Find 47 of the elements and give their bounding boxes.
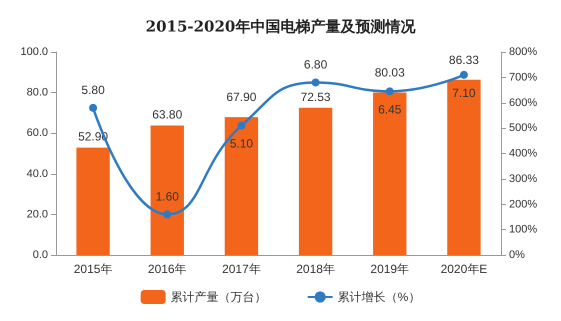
- y2-tick-label: 400%: [509, 148, 538, 160]
- y-tick-label: 80.0: [26, 86, 48, 99]
- y2-tick-label: 200%: [509, 198, 538, 210]
- data-label: 6.80: [304, 57, 328, 72]
- y-tick-label: 60.0: [26, 127, 48, 140]
- point: [312, 78, 320, 86]
- y-tick-label: 40.0: [26, 168, 48, 180]
- bar: [150, 125, 184, 255]
- data-label: 67.90: [226, 90, 257, 104]
- point: [386, 87, 394, 96]
- y2-tick-label: 500%: [509, 122, 538, 134]
- bar: [373, 92, 406, 255]
- data-label: 6.45: [378, 102, 402, 116]
- point: [89, 104, 98, 112]
- legend-label: 累计产量（万台）: [170, 290, 267, 304]
- bar: [76, 148, 110, 255]
- data-label: 80.03: [374, 66, 406, 80]
- y-tick-label: 0.0: [32, 249, 48, 261]
- point: [460, 70, 468, 79]
- point: [237, 122, 246, 130]
- x-tick-label: 2016年: [148, 262, 187, 276]
- point: [163, 210, 172, 218]
- data-label: 72.53: [300, 90, 331, 104]
- x-tick-label: 2019年: [370, 262, 410, 276]
- data-label: 1.60: [156, 189, 180, 204]
- y2-tick-label: 300%: [509, 172, 538, 185]
- x-tick-label: 2020年E: [440, 262, 488, 276]
- chart-title: 2015-2020年中国电梯产量及预测情况: [146, 18, 416, 36]
- bar: [447, 80, 481, 255]
- y2-tick-label: 800%: [509, 46, 538, 58]
- y-tick-label: 20.0: [26, 208, 48, 220]
- legend-label: 累计增长（%）: [338, 290, 420, 304]
- x-tick-label: 2018年: [296, 262, 335, 276]
- x-tick-label: 2017年: [222, 262, 261, 276]
- data-label: 5.10: [230, 136, 254, 151]
- y-tick-label: 100.0: [20, 46, 48, 58]
- data-label: 7.10: [452, 86, 476, 100]
- y2-tick-label: 0%: [509, 249, 526, 261]
- data-label: 63.80: [152, 107, 183, 122]
- data-label: 5.80: [81, 82, 106, 97]
- y2-tick-label: 100%: [509, 224, 538, 236]
- x-tick-label: 2015年: [74, 262, 112, 276]
- y2-tick-label: 600%: [509, 96, 538, 109]
- data-label: 86.33: [448, 52, 480, 67]
- y2-tick-label: 700%: [509, 71, 538, 84]
- bar: [298, 108, 332, 255]
- bar: [224, 117, 258, 255]
